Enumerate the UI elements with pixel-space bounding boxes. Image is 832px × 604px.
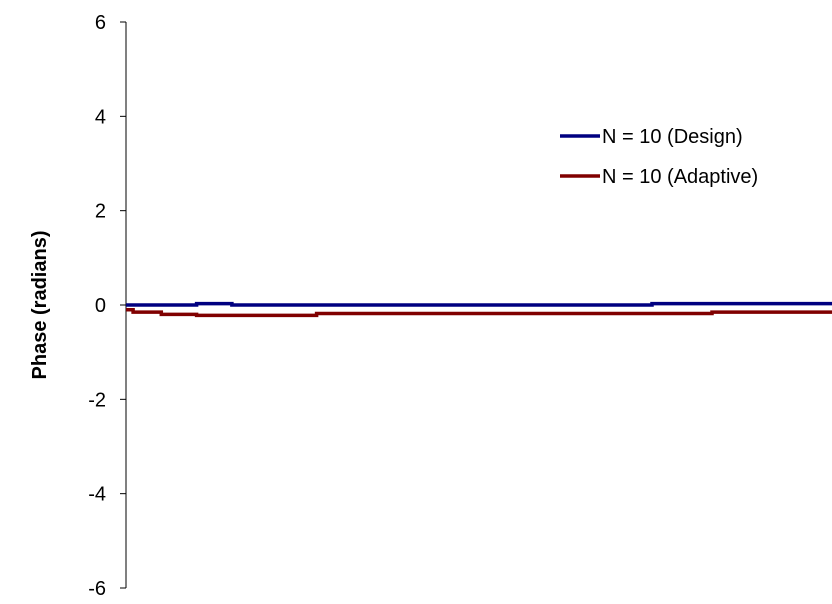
y-tick-label: 0 — [95, 295, 106, 317]
series-layer — [126, 301, 832, 318]
series-line-1 — [126, 301, 832, 307]
legend: N = 10 (Design) N = 10 (Adaptive) — [560, 126, 758, 188]
y-tick-label: -2 — [88, 389, 106, 411]
y-tick-label: 4 — [95, 106, 106, 128]
y-tick-label: -4 — [88, 484, 106, 506]
y-axis-title: Phase (radians) — [29, 231, 51, 380]
legend-label-2: N = 10 (Adaptive) — [602, 166, 758, 188]
series-line-2 — [126, 307, 832, 318]
legend-label-1: N = 10 (Design) — [602, 126, 743, 148]
y-tick-label: -6 — [88, 578, 106, 600]
y-tick-label: 6 — [95, 12, 106, 34]
y-tick-label: 2 — [95, 201, 106, 223]
y-axis: 6 4 2 0 -2 -4 -6 — [88, 12, 127, 600]
